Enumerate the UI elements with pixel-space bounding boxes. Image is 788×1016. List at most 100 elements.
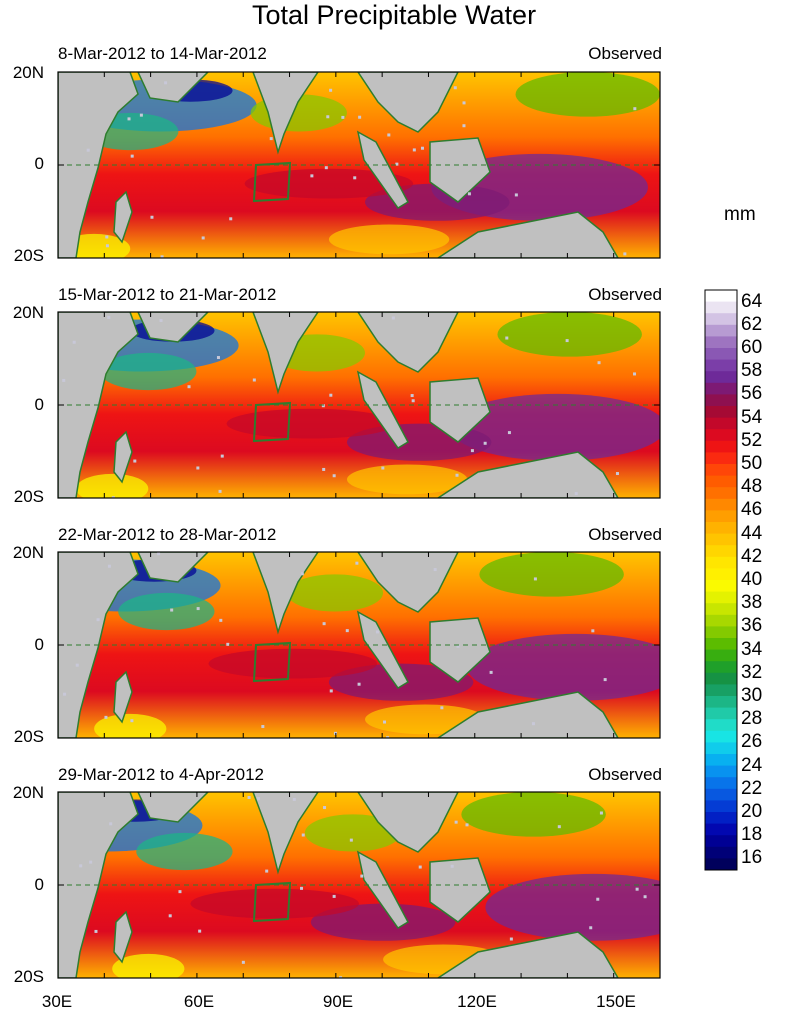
missing-data-speck [420,146,424,150]
missing-data-speck [241,960,245,964]
lon-label-30e: 30E [41,992,73,1011]
land-sumatra [356,370,409,450]
colorbar-frame [704,289,738,871]
map-panel-2 [57,311,661,499]
missing-data-speck [454,820,458,824]
missing-data-speck [201,236,205,240]
land-arabia [137,312,210,343]
colorbar-swatch [705,324,737,337]
missing-data-speck [72,340,76,344]
missing-data-speck [357,682,361,686]
pw-field-patch [226,408,396,439]
land-australia [436,451,619,498]
colorbar-swatch [705,533,737,546]
averaging-box [252,161,292,203]
colorbar-swatch [705,707,737,720]
colorbar-label: 50 [741,453,763,474]
missing-data-speck [300,572,304,576]
missing-data-speck [411,399,415,403]
land-madagascar [113,430,133,484]
lat-label-20s: 20S [13,727,44,746]
lon-label-150e: 150E [596,992,636,1011]
colorbar-swatch [705,765,737,778]
missing-data-speck [509,937,513,941]
missing-data-speck [597,361,601,365]
missing-data-speck [226,642,230,646]
missing-data-speck [633,372,637,376]
missing-data-speck [574,492,578,496]
colorbar-label: 64 [741,290,763,312]
colorbar-label: 26 [741,731,763,753]
colorbar-swatch [705,661,737,674]
colorbar-swatch [705,510,737,523]
colorbar-swatch [705,417,737,430]
colorbar-swatch [705,812,737,825]
colorbar-swatch [705,475,737,488]
missing-data-speck [507,431,511,435]
colorbar-label: 62 [741,313,763,335]
colorbar-swatch [705,730,737,743]
missing-data-speck [453,86,457,90]
land-sumatra [356,130,409,210]
missing-data-speck [127,117,131,121]
missing-data-speck [381,466,385,470]
missing-data-speck [615,472,619,476]
missing-data-speck [322,622,326,626]
colorbar-label: 38 [741,592,763,614]
lat-label-20s: 20S [13,487,44,506]
missing-data-speck [505,336,509,340]
missing-data-speck [375,630,379,634]
missing-data-speck [96,618,100,622]
colorbar-label: 28 [741,708,763,730]
missing-data-speck [355,561,359,565]
panel-2-status: Observed [588,285,662,304]
land-borneo [429,137,491,203]
missing-data-speck [265,869,269,873]
panel-2-date: 15-Mar-2012 to 21-Mar-2012 [58,285,277,304]
missing-data-speck [220,454,224,458]
pw-field-patch [208,648,378,679]
colorbar-swatch [705,568,737,581]
colorbar-label: 48 [741,476,763,498]
missing-data-speck [533,577,537,581]
missing-data-speck [589,926,593,930]
colorbar-label: 44 [741,522,763,544]
colorbar-unit: mm [724,204,756,225]
colorbar-swatch [705,649,737,662]
land-indochina [357,312,459,373]
colorbar-swatch [705,382,737,395]
missing-data-speck [383,720,387,724]
land-arabia [137,792,210,823]
colorbar-swatch [705,406,737,419]
missing-data-speck [514,193,518,197]
missing-data-speck [557,825,561,829]
colorbar-label: 24 [741,754,763,776]
colorbar-swatch [705,696,737,709]
missing-data-speck [329,393,333,397]
missing-data-speck [395,162,399,166]
pw-field-patch [310,903,456,941]
colorbar-label: 22 [741,777,763,799]
missing-data-speck [410,394,414,398]
missing-data-speck [440,706,444,710]
colorbar-swatch [705,464,737,477]
colorbar-swatch [705,858,737,871]
colorbar-label: 16 [741,847,763,869]
colorbar-label: 58 [741,360,763,382]
missing-data-speck [105,244,109,248]
map-panel-1 [57,71,661,259]
missing-data-speck [450,864,454,868]
panel-3-status: Observed [588,525,662,544]
lat-label-20n: 20N [12,783,44,802]
land-indochina [357,552,459,613]
pw-field-patch [136,832,233,871]
land-india [252,552,319,635]
colorbar-label: 20 [741,801,763,822]
colorbar-label: 54 [741,406,763,428]
missing-data-speck [150,215,154,219]
missing-data-speck [292,797,296,801]
pw-field-patch [94,713,167,738]
missing-data-speck [483,441,487,445]
pw-field-patch [286,574,384,612]
